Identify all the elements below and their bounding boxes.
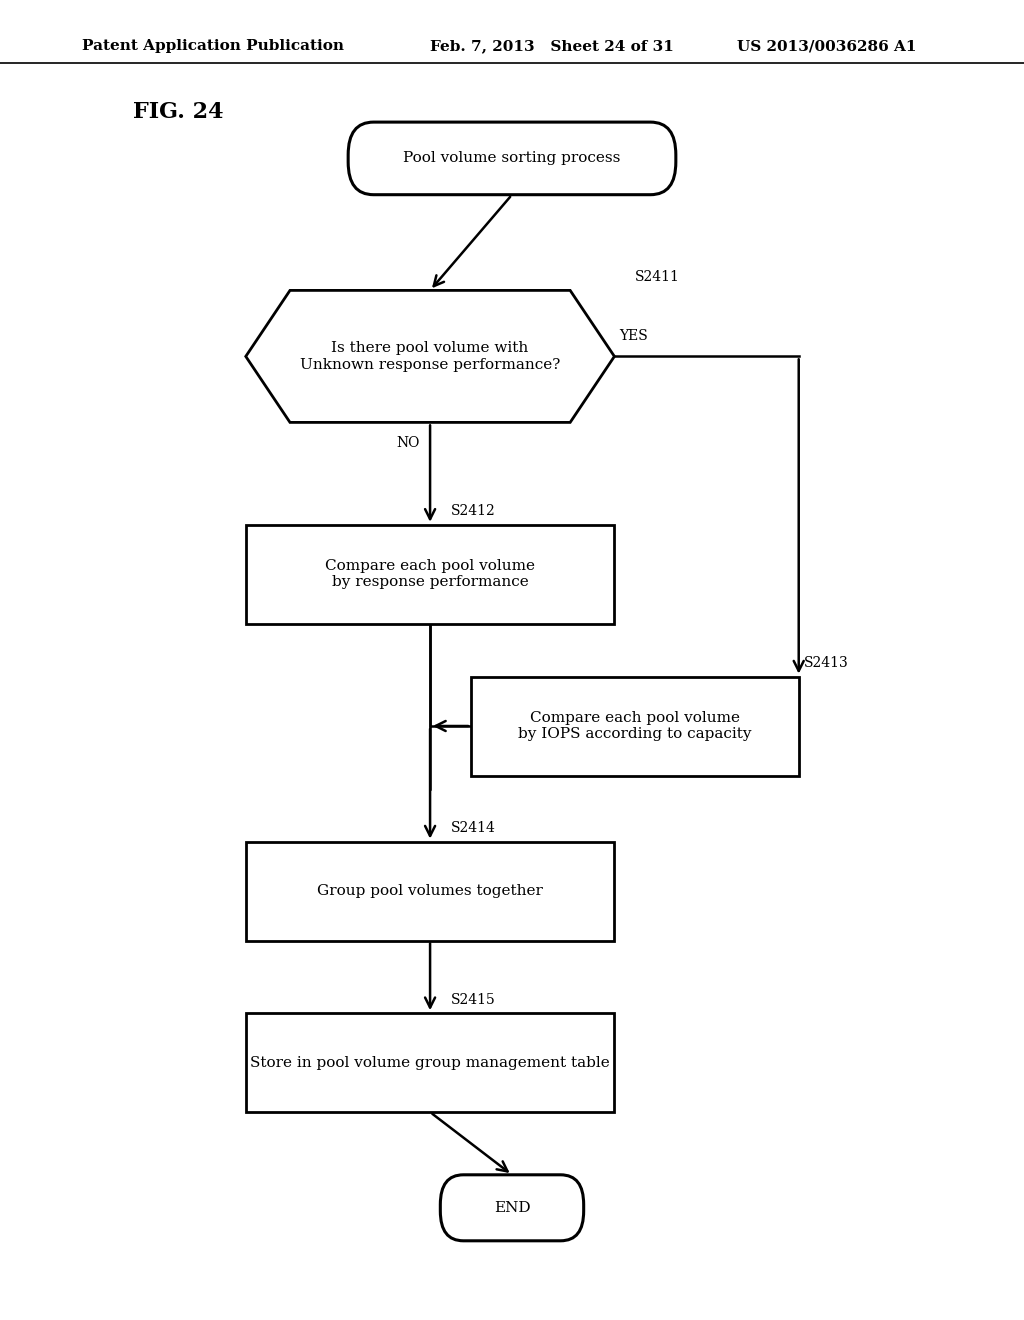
- Text: YES: YES: [620, 329, 648, 343]
- Text: US 2013/0036286 A1: US 2013/0036286 A1: [737, 40, 916, 53]
- Text: FIG. 24: FIG. 24: [133, 102, 223, 123]
- Polygon shape: [246, 290, 614, 422]
- Text: Compare each pool volume
by response performance: Compare each pool volume by response per…: [325, 560, 536, 589]
- Bar: [246, 842, 614, 940]
- Text: Is there pool volume with
Unknown response performance?: Is there pool volume with Unknown respon…: [300, 342, 560, 371]
- Text: Pool volume sorting process: Pool volume sorting process: [403, 152, 621, 165]
- Text: S2415: S2415: [451, 993, 496, 1006]
- FancyBboxPatch shape: [348, 121, 676, 195]
- Text: S2414: S2414: [451, 821, 496, 836]
- Text: S2412: S2412: [451, 504, 496, 519]
- Text: END: END: [494, 1201, 530, 1214]
- Text: NO: NO: [396, 436, 420, 450]
- Text: S2413: S2413: [804, 656, 849, 671]
- Text: Patent Application Publication: Patent Application Publication: [82, 40, 344, 53]
- Bar: [246, 525, 614, 624]
- Text: Compare each pool volume
by IOPS according to capacity: Compare each pool volume by IOPS accordi…: [518, 711, 752, 741]
- Bar: [471, 676, 799, 776]
- FancyBboxPatch shape: [440, 1175, 584, 1241]
- Text: S2411: S2411: [635, 269, 680, 284]
- Text: Store in pool volume group management table: Store in pool volume group management ta…: [250, 1056, 610, 1069]
- Bar: [246, 1014, 614, 1111]
- Text: Group pool volumes together: Group pool volumes together: [317, 884, 543, 898]
- Text: Feb. 7, 2013   Sheet 24 of 31: Feb. 7, 2013 Sheet 24 of 31: [430, 40, 674, 53]
